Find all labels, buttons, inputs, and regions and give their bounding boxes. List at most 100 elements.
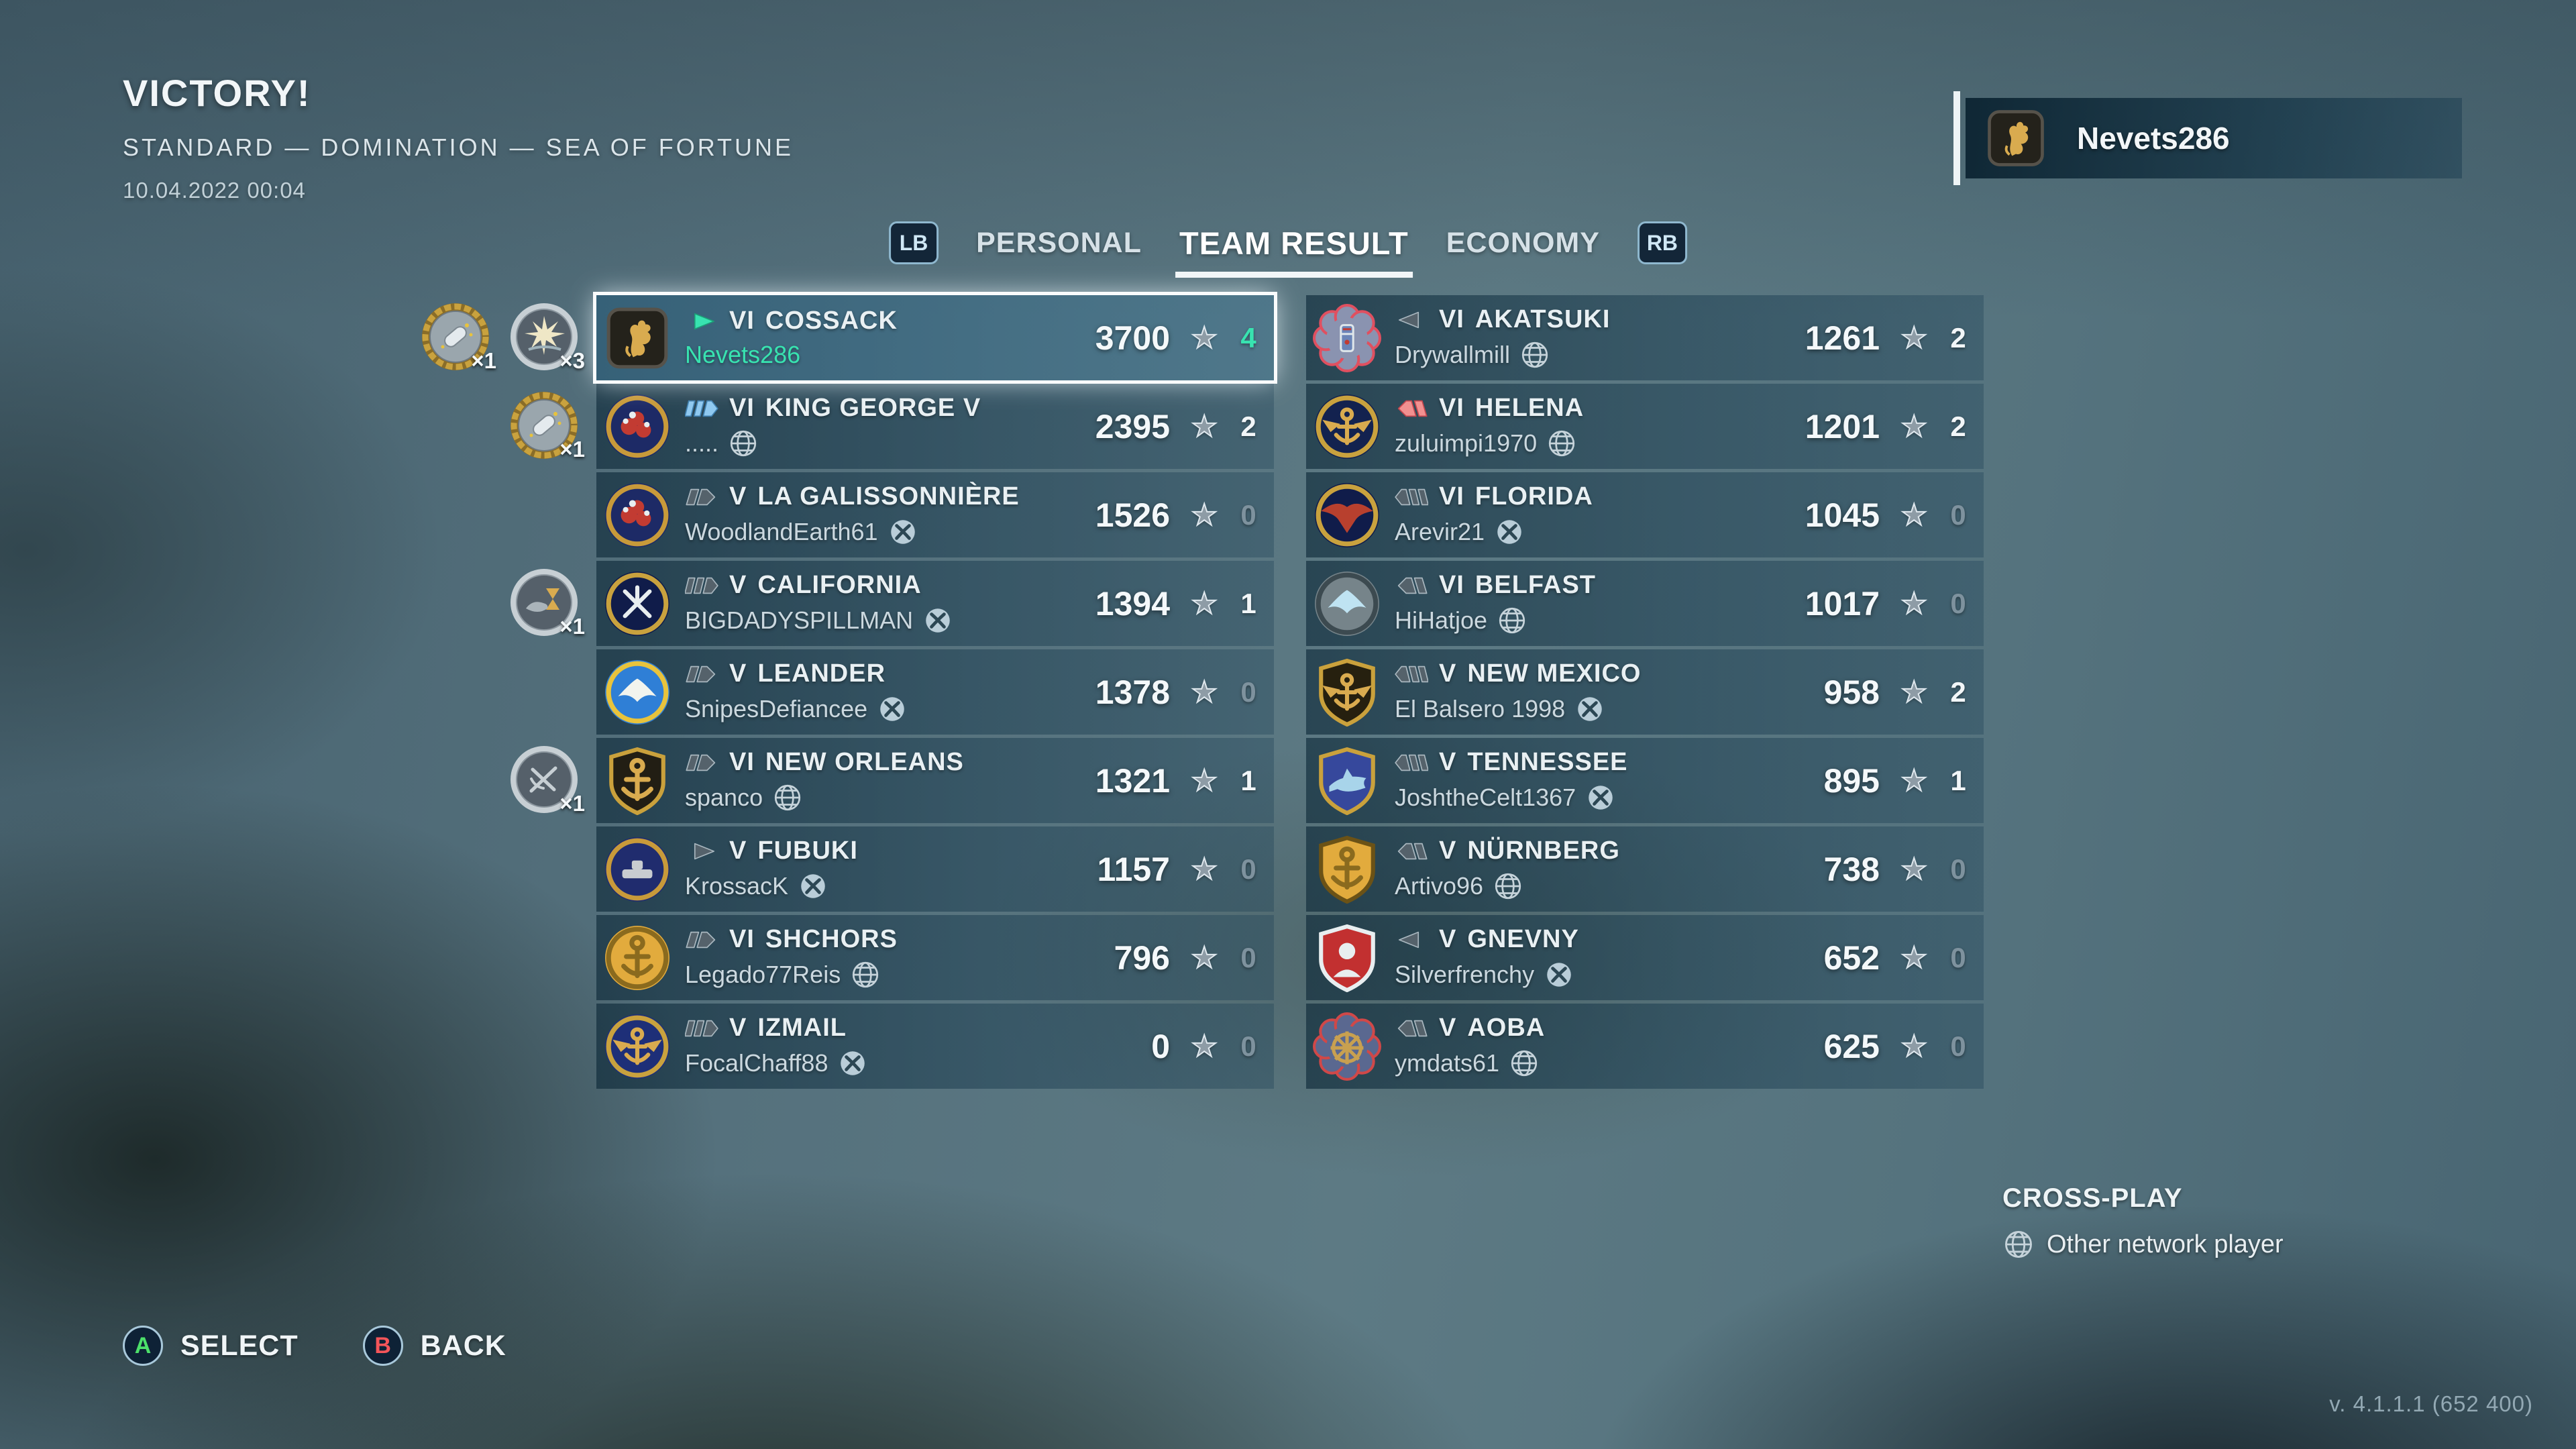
team-row[interactable]: VI KING GEORGE V ..... 2395 ★ 2 — [596, 384, 1274, 469]
team-row[interactable]: V GNEVNY Silverfrenchy 652 ★ 0 — [1306, 915, 1984, 1000]
team-row[interactable]: VI SHCHORS Legado77Reis 796 ★ 0 — [596, 915, 1274, 1000]
team-row[interactable]: VI AKATSUKI Drywallmill 1261 ★ 2 — [1306, 295, 1984, 380]
enemy-roster: VI AKATSUKI Drywallmill 1261 ★ 2 VI HELE… — [1306, 295, 1984, 1089]
star-icon: ★ — [1900, 941, 1928, 975]
ship-tier: V — [1439, 1014, 1457, 1042]
frag-count: 2 — [1950, 321, 1966, 354]
ship-name: AKATSUKI — [1474, 305, 1611, 333]
frag-count: 0 — [1950, 1030, 1966, 1062]
medal-group: ×1 — [508, 390, 585, 462]
star-icon: ★ — [1191, 586, 1218, 621]
frag-count: 2 — [1240, 410, 1256, 442]
b-button-icon[interactable]: B — [362, 1326, 403, 1366]
ship-name: HELENA — [1474, 394, 1585, 422]
ship-class-icon — [1395, 930, 1428, 950]
xbox-icon — [1494, 517, 1525, 547]
team-row[interactable]: VI COSSACK Nevets286 3700 ★ 4 — [593, 292, 1277, 384]
player-name: JoshtheCelt1367 — [1395, 784, 1576, 811]
ship-class-icon — [1395, 487, 1428, 507]
lb-bumper-button[interactable]: LB — [889, 221, 939, 264]
ship-name: LA GALISSONNIÈRE — [757, 482, 1020, 511]
tab-economy[interactable]: ECONOMY — [1446, 226, 1600, 259]
medal-count: ×3 — [559, 348, 585, 373]
frag-count: 0 — [1240, 498, 1256, 531]
globe-icon — [1497, 605, 1527, 636]
controller-hints: A SELECT B BACK — [123, 1326, 506, 1366]
score-value: 1045 — [1805, 496, 1880, 534]
frag-count: 1 — [1950, 764, 1966, 796]
rb-bumper-button[interactable]: RB — [1637, 221, 1687, 264]
score-value: 895 — [1823, 761, 1880, 800]
frag-count: 0 — [1950, 941, 1966, 973]
xbox-icon — [1544, 959, 1574, 990]
team-row[interactable]: V TENNESSEE JoshtheCelt1367 895 ★ 1 — [1306, 738, 1984, 823]
xbox-icon — [837, 1048, 868, 1079]
ship-emblem — [603, 481, 672, 549]
ship-name: AOBA — [1467, 1014, 1546, 1042]
team-row[interactable]: V NÜRNBERG Artivo96 738 ★ 0 — [1306, 826, 1984, 912]
ship-tier: V — [1439, 837, 1457, 865]
ship-emblem — [1313, 392, 1381, 461]
ship-class-icon — [685, 398, 718, 419]
team-row[interactable]: V LEANDER SnipesDefiancee 1378 ★ 0 — [596, 649, 1274, 735]
ship-class-icon — [1395, 664, 1428, 684]
medal-group: ×1 — [508, 567, 585, 639]
ship-emblem — [1313, 1012, 1381, 1081]
player-name: KrossacK — [685, 872, 789, 900]
ship-emblem — [1313, 658, 1381, 727]
ship-tier: V — [729, 571, 747, 599]
team-row[interactable]: V FUBUKI KrossacK 1157 ★ 0 — [596, 826, 1274, 912]
team-row[interactable]: VI FLORIDA Arevir21 1045 ★ 0 — [1306, 472, 1984, 557]
ship-class-icon — [1395, 841, 1428, 861]
frag-count: 0 — [1950, 587, 1966, 619]
match-mode-line: STANDARD — DOMINATION — SEA OF FORTUNE — [123, 133, 794, 161]
team-row[interactable]: V AOBA ymdats61 625 ★ 0 — [1306, 1004, 1984, 1089]
ship-tier: V — [729, 837, 747, 865]
ship-emblem — [1313, 747, 1381, 815]
score-value: 3700 — [1095, 319, 1170, 357]
ship-tier: VI — [729, 925, 755, 953]
ship-emblem — [1313, 924, 1381, 992]
player-banner: Nevets286 — [1953, 91, 2462, 185]
star-icon: ★ — [1191, 852, 1218, 886]
team-row[interactable]: V LA GALISSONNIÈRE WoodlandEarth61 1526 … — [596, 472, 1274, 557]
tab-bar: LB PERSONAL TEAM RESULT ECONOMY RB — [889, 221, 1687, 278]
ship-tier: V — [729, 1014, 747, 1042]
ship-emblem — [603, 392, 672, 461]
score-value: 738 — [1823, 850, 1880, 888]
star-icon: ★ — [1191, 763, 1218, 798]
team-row[interactable]: V CALIFORNIA BIGDADYSPILLMAN 1394 ★ 1 — [596, 561, 1274, 646]
tab-personal[interactable]: PERSONAL — [976, 226, 1142, 259]
xbox-icon — [877, 694, 908, 724]
ship-name: LEANDER — [757, 659, 886, 688]
medal-group: ×1 ×3 — [420, 301, 585, 373]
globe-icon — [1509, 1048, 1540, 1079]
score-value: 796 — [1114, 938, 1170, 977]
star-icon: ★ — [1191, 409, 1218, 443]
star-icon: ★ — [1900, 321, 1928, 355]
player-name: ..... — [685, 429, 719, 457]
score-value: 625 — [1823, 1027, 1880, 1065]
player-name: ymdats61 — [1395, 1049, 1500, 1077]
player-name: SnipesDefiancee — [685, 695, 868, 722]
tab-team-result[interactable]: TEAM RESULT — [1175, 225, 1413, 278]
ship-tier: VI — [729, 307, 755, 335]
ship-name: NEW MEXICO — [1467, 659, 1642, 688]
frag-count: 0 — [1950, 498, 1966, 531]
player-name: zuluimpi1970 — [1395, 429, 1538, 457]
star-icon: ★ — [1900, 1029, 1928, 1063]
frag-count: 0 — [1240, 1030, 1256, 1062]
score-value: 1261 — [1805, 319, 1880, 357]
team-row[interactable]: VI BELFAST HiHatjoe 1017 ★ 0 — [1306, 561, 1984, 646]
globe-icon — [850, 959, 881, 990]
ship-class-icon — [685, 576, 718, 596]
a-button-icon[interactable]: A — [123, 1326, 163, 1366]
score-value: 1017 — [1805, 584, 1880, 623]
team-row[interactable]: V IZMAIL FocalChaff88 0 ★ 0 — [596, 1004, 1274, 1089]
ship-name: SHCHORS — [765, 925, 898, 953]
team-row[interactable]: VI HELENA zuluimpi1970 1201 ★ 2 — [1306, 384, 1984, 469]
team-row[interactable]: V NEW MEXICO El Balsero 1998 958 ★ 2 — [1306, 649, 1984, 735]
team-row[interactable]: VI NEW ORLEANS spanco 1321 ★ 1 — [596, 738, 1274, 823]
player-emblem — [1984, 107, 2047, 170]
crossplay-legend-text: Other network player — [2047, 1230, 2284, 1258]
